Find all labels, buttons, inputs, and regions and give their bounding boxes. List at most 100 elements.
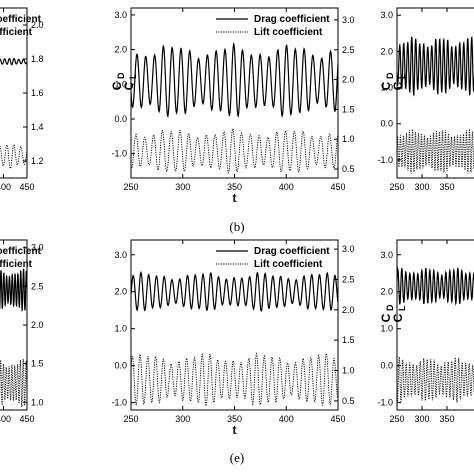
series-line-drag-coefficient bbox=[396, 36, 474, 97]
series-line-drag-coefficient bbox=[0, 268, 28, 313]
x-tick-label: 300 bbox=[175, 182, 190, 192]
chart-panel-6: 250 300 350 -1.0 0.0 1.0 2.0 3.0 bbox=[377, 239, 474, 424]
y-axis-label-cd-subscript: D bbox=[385, 304, 395, 311]
legend-entry: Drag coefficient bbox=[254, 14, 330, 25]
y-axis-label-cd: C bbox=[379, 313, 393, 322]
x-tick-label: 400 bbox=[279, 414, 294, 424]
y-left-tick-label: 0.0 bbox=[114, 114, 127, 124]
y-right-tick-label: 1.5 bbox=[342, 335, 355, 345]
y-right-tick-label: 1.5 bbox=[31, 359, 44, 369]
series-line-lift-coefficient bbox=[130, 351, 339, 408]
x-tick-label: 350 bbox=[439, 414, 454, 424]
y-axis-label-cl-subscript: L bbox=[397, 305, 407, 311]
y-left-tick-label: -1.0 bbox=[111, 149, 127, 159]
y-right-tick-label: 1.5 bbox=[342, 104, 355, 114]
series-line-drag-coefficient bbox=[396, 266, 474, 306]
legend-entry: Drag coefficient bbox=[254, 246, 330, 257]
series-line-lift-coefficient bbox=[396, 128, 474, 174]
x-tick-label: 300 bbox=[414, 414, 429, 424]
legend-entry: Lift coefficient bbox=[254, 27, 323, 38]
x-tick-label: 450 bbox=[19, 414, 34, 424]
y-right-tick-label: 2.0 bbox=[31, 20, 44, 30]
y-left-tick-label: 0.0 bbox=[380, 361, 393, 371]
y-left-tick-label: 2.0 bbox=[380, 287, 393, 297]
y-right-tick-label: 2.5 bbox=[342, 45, 355, 55]
y-left-tick-label: 3.0 bbox=[114, 10, 127, 20]
x-tick-label: 350 bbox=[227, 182, 242, 192]
y-left-tick-label: 1.0 bbox=[114, 324, 127, 334]
y-axis-label-cl: C bbox=[391, 313, 405, 322]
y-axis-label-cl: C bbox=[391, 81, 405, 90]
x-tick-label: 250 bbox=[389, 414, 404, 424]
y-right-tick-label: 1.0 bbox=[342, 366, 355, 376]
x-tick-label: 250 bbox=[123, 414, 138, 424]
y-left-tick-label: -1.0 bbox=[111, 398, 127, 408]
y-left-tick-label: 1.0 bbox=[380, 324, 393, 334]
y-left-tick-label: 2.0 bbox=[114, 287, 127, 297]
series-line-drag-coefficient bbox=[130, 270, 339, 312]
y-left-tick-label: 2.0 bbox=[114, 45, 127, 55]
y-right-tick-label: 3.0 bbox=[342, 244, 355, 254]
y-axis-label-cd: C bbox=[110, 81, 124, 90]
x-tick-label: 450 bbox=[330, 414, 345, 424]
y-right-tick-label: 2.0 bbox=[31, 320, 44, 330]
y-left-tick-label: 2.0 bbox=[380, 46, 393, 56]
legend-entry: Lift coefficient bbox=[254, 259, 323, 270]
y-right-tick-label: 1.0 bbox=[31, 397, 44, 407]
y-axis-label-cl: C bbox=[122, 81, 136, 90]
y-right-tick-label: 1.2 bbox=[31, 156, 44, 166]
series-line-lift-coefficient bbox=[396, 356, 474, 403]
y-right-tick-label: 3.0 bbox=[342, 15, 355, 25]
x-axis-label: t bbox=[233, 423, 237, 437]
x-tick-label: 400 bbox=[279, 182, 294, 192]
y-left-tick-label: 1.0 bbox=[114, 79, 127, 89]
legend-entry: coefficient bbox=[0, 259, 33, 270]
legend-entry: g coefficient bbox=[0, 14, 42, 25]
series-line-lift-coefficient bbox=[0, 144, 28, 170]
x-axis-label: t bbox=[233, 191, 237, 205]
y-right-tick-label: 1.6 bbox=[31, 88, 44, 98]
y-left-tick-label: 1.0 bbox=[380, 83, 393, 93]
y-right-tick-label: 3.0 bbox=[31, 243, 44, 253]
chart-panel-1: 400 450 1.2 1.4 1.6 1.8 2.0g coefficient coeffi… bbox=[0, 7, 44, 192]
y-axis-label-cl-subscript: L bbox=[397, 73, 407, 79]
series-line-lift-coefficient bbox=[130, 127, 339, 174]
chart-panel-5: 250 300 350 400 450 -1.0 0.0 1.0 2.0 3.0 0.5 1.0 1.5… bbox=[111, 239, 355, 437]
y-left-tick-label: 0.0 bbox=[380, 119, 393, 129]
x-tick-label: 400 bbox=[0, 182, 11, 192]
y-right-tick-label: 1.4 bbox=[31, 122, 44, 132]
y-right-tick-label: 0.5 bbox=[342, 396, 355, 406]
y-left-tick-label: -1.0 bbox=[377, 398, 393, 408]
caption-e: (e) bbox=[230, 450, 244, 465]
y-left-tick-label: -1.0 bbox=[377, 155, 393, 165]
x-tick-label: 350 bbox=[439, 182, 454, 192]
y-right-tick-label: 2.5 bbox=[342, 274, 355, 284]
y-right-tick-label: 2.5 bbox=[31, 281, 44, 291]
x-tick-label: 300 bbox=[175, 414, 190, 424]
y-right-tick-label: 1.0 bbox=[342, 134, 355, 144]
x-tick-label: 250 bbox=[389, 182, 404, 192]
y-left-tick-label: 0.0 bbox=[114, 361, 127, 371]
chart-panel-4: 400 450 1.0 1.5 2.0 2.5 3.0g coefficient coeffi… bbox=[0, 239, 44, 424]
y-left-tick-label: 3.0 bbox=[380, 250, 393, 260]
y-right-tick-label: 1.8 bbox=[31, 54, 44, 64]
y-right-tick-label: 2.0 bbox=[342, 75, 355, 85]
y-right-tick-label: 2.0 bbox=[342, 305, 355, 315]
caption-b: (b) bbox=[229, 219, 244, 234]
legend-entry: g coefficient bbox=[0, 246, 42, 257]
y-right-tick-label: 0.5 bbox=[342, 164, 355, 174]
y-axis-label-cd-subscript: D bbox=[385, 72, 395, 79]
y-axis-label-cd-subscript: D bbox=[116, 72, 126, 79]
x-tick-label: 350 bbox=[227, 414, 242, 424]
x-tick-label: 250 bbox=[123, 182, 138, 192]
x-tick-label: 450 bbox=[330, 182, 345, 192]
y-axis-label-cl-subscript: L bbox=[128, 73, 138, 79]
legend-entry: coefficient bbox=[0, 27, 33, 38]
x-tick-label: 400 bbox=[0, 414, 11, 424]
series-line-lift-coefficient bbox=[0, 358, 28, 408]
y-left-tick-label: 3.0 bbox=[114, 250, 127, 260]
series-line-drag-coefficient bbox=[0, 57, 28, 66]
